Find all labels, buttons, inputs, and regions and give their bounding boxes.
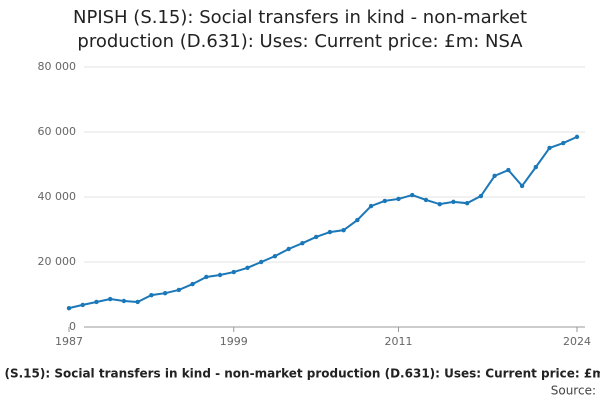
y-tick-label: 80 000 [38, 60, 77, 73]
data-point [423, 197, 429, 203]
data-point [437, 201, 442, 207]
data-point [519, 183, 525, 189]
data-point [355, 217, 360, 223]
data-point [162, 291, 168, 296]
data-point [135, 299, 140, 305]
data-point [506, 167, 511, 173]
data-point [204, 274, 209, 280]
data-point [149, 292, 154, 298]
data-point [94, 299, 99, 305]
x-tick-label: 1987 [55, 335, 83, 348]
data-point [107, 296, 113, 302]
data-point [533, 164, 539, 170]
data-point [561, 140, 566, 146]
data-point [231, 269, 236, 275]
data-point [547, 145, 552, 151]
y-tick-label: 60 000 [38, 125, 77, 138]
data-point [313, 234, 319, 240]
data-point [396, 196, 401, 202]
x-tick-label: 2024 [563, 335, 591, 348]
source: Source: [551, 384, 596, 398]
x-tick-label: 1999 [220, 335, 248, 348]
y-tick-label: 20 000 [38, 255, 77, 268]
x-tick-label: 2011 [385, 335, 413, 348]
data-point [478, 193, 484, 199]
chart-title: NPISH (S.15): Social transfers in kind -… [73, 7, 527, 52]
data-point [492, 173, 497, 179]
data-point [121, 298, 127, 304]
data-point [190, 281, 195, 287]
data-point [272, 253, 278, 259]
data-point [574, 134, 580, 140]
data-point [341, 227, 346, 233]
data-point [410, 192, 415, 198]
data-point [464, 200, 470, 206]
data-point [382, 198, 387, 204]
data-point [300, 240, 305, 246]
data-point [245, 265, 250, 271]
data-point [451, 199, 456, 205]
data-point [259, 259, 264, 265]
y-tick-label: 0 [69, 320, 76, 333]
data-point [80, 302, 85, 308]
y-tick-label: 40 000 [38, 190, 77, 203]
data-point [368, 203, 374, 209]
caption: NPISH (S.15): Social transfers in kind -… [0, 367, 600, 381]
data-point [66, 305, 72, 311]
data-point [286, 246, 291, 252]
data-point [327, 229, 333, 235]
series-line [68, 135, 578, 310]
data-point [176, 287, 182, 293]
data-point [217, 272, 223, 278]
